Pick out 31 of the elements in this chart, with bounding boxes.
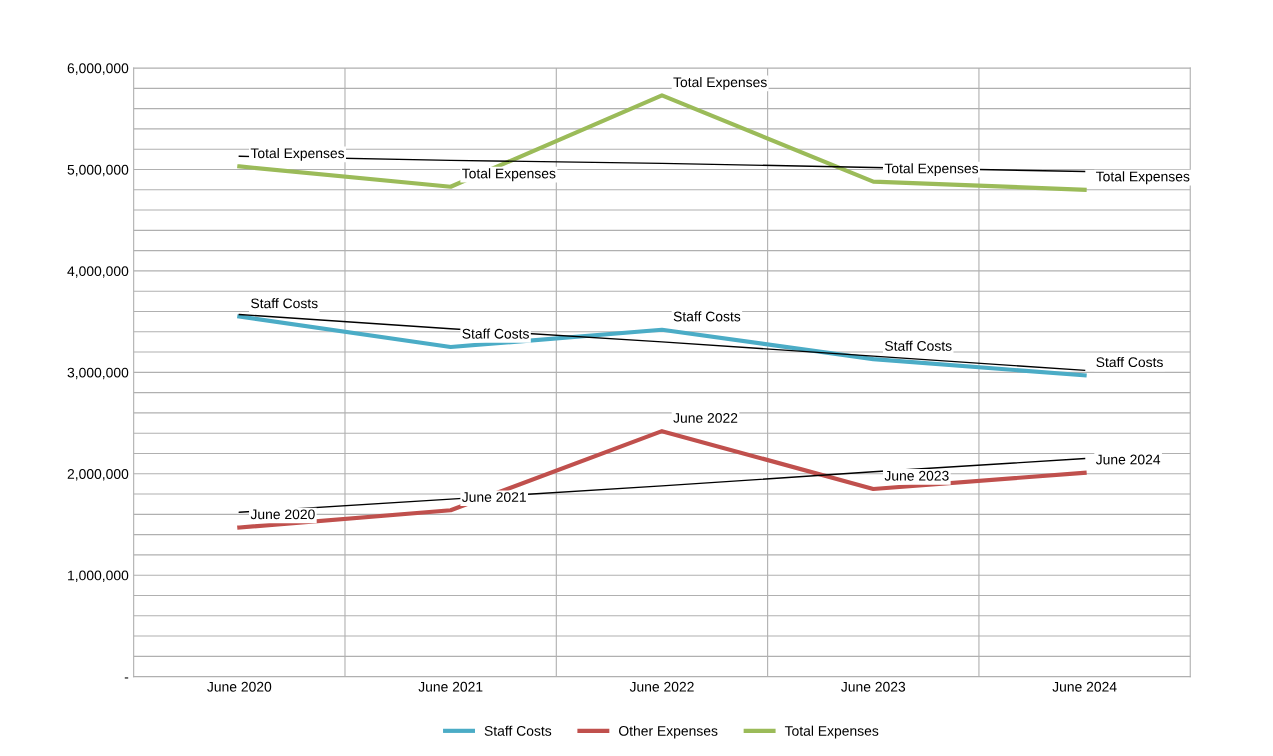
annotation: June 2024	[1095, 454, 1161, 465]
x-tick-label: June 2023	[841, 681, 906, 692]
line-series	[237, 93, 1087, 192]
y-tick-label: 3,000,000	[67, 367, 129, 380]
annotation: Staff Costs	[462, 328, 529, 339]
x-tick-label: June 2021	[418, 681, 483, 692]
x-tick-label: June 2024	[1052, 681, 1117, 692]
y-tick-label: 5,000,000	[67, 164, 129, 177]
annotation: June 2021	[461, 492, 526, 502]
annotation: Total Expenses	[462, 168, 556, 182]
annotation: June 2020	[250, 509, 315, 520]
y-tick-label: -	[124, 677, 129, 679]
annotation: June 2023	[884, 470, 949, 481]
annotation: June 2022	[673, 413, 738, 423]
y-tick-label: 6,000,000	[67, 63, 129, 75]
annotation: Staff Costs	[885, 340, 952, 351]
y-tick-label: 1,000,000	[68, 570, 129, 582]
legend-label: Total Expenses	[784, 725, 879, 739]
annotation: Total Expenses	[673, 76, 767, 90]
annotation: Staff Costs	[251, 298, 318, 309]
y-tick-label: 2,000,000	[67, 469, 129, 481]
annotation: Staff Costs	[673, 311, 741, 322]
annotation: Total Expenses	[1096, 171, 1190, 185]
legend-label: Staff Costs	[484, 725, 552, 736]
annotation: Total Expenses	[250, 147, 345, 161]
y-tick-label: 4,000,000	[67, 266, 129, 278]
x-tick-label: June 2020	[207, 681, 272, 692]
x-tick-label: June 2022	[629, 681, 694, 692]
annotation: Staff Costs	[1096, 356, 1163, 368]
legend-label: Other Expenses	[619, 725, 718, 739]
annotation: Total Expenses	[884, 163, 979, 177]
